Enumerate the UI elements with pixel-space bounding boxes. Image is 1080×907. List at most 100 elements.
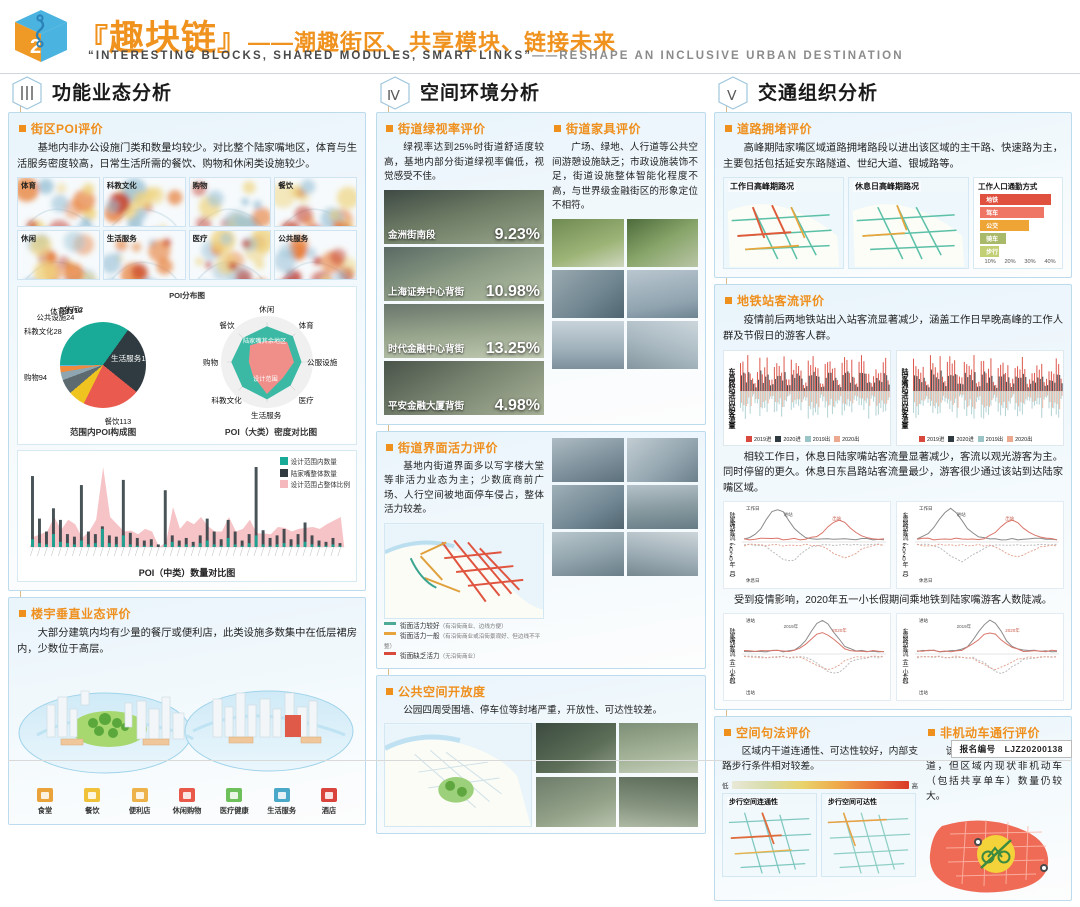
label-weekend-peak: 休息日高峰期路况 [853, 181, 921, 192]
vitality-legend-item: 街面活力较好（有沿街商业、边线方便） [384, 622, 544, 632]
bullet-square-icon [725, 125, 732, 132]
legend-item: 设计范围内数量 [280, 457, 350, 468]
ridership-legend-item: 2020进 [944, 437, 973, 443]
footer-divider [8, 760, 1072, 761]
svg-text:2020年: 2020年 [1005, 627, 1020, 634]
header-divider [0, 73, 1080, 74]
panel-metro-ridership: 地铁站客流评价 疫情前后两地铁站出入站客流显著减少，涵盖工作日早晚高峰的工作人群… [714, 284, 1072, 710]
title-en-tail: ——RESHAPE AN INCLUSIVE URBAN DESTINATION [532, 50, 904, 62]
pie-slice-label: 购物94 [24, 372, 47, 383]
photo-street-view-1 [552, 438, 624, 482]
gradient-high-label: 高 [912, 780, 919, 790]
green-view-rate: 4.98% [495, 397, 540, 415]
street-name: 平安金融大厦背街 [388, 398, 464, 412]
vitality-legend-item: 街面活力一般（有沿街商业或沿街景观好、但边线不平整） [384, 632, 544, 652]
subhead-poi-label: 街区POI评价 [31, 122, 103, 136]
ridership-legend-item: 2019进 [915, 437, 944, 443]
column-traffic-organization: Ⅴ 交通组织分析 道路拥堵评价 高峰期陆家嘴区域道路拥堵路段以进出该区域的主干路… [714, 78, 1072, 907]
text-metro-body: 疫情前后两地铁站出入站客流显著减少，涵盖工作日早晚高峰的工作人群及节假日的游客人… [723, 313, 1063, 344]
photo-sidewalk [627, 321, 699, 369]
subhead-green-view: 街道绿视率评价 [386, 120, 544, 137]
registration-code: LJZ20200138 [1005, 744, 1063, 754]
heatmap-cell-label: 生活服务 [107, 233, 137, 244]
green-view-rate: 13.25% [486, 340, 540, 358]
heatmap-cell-label: 体育 [21, 180, 36, 191]
radar-axis-label: 购物 [203, 357, 218, 368]
ridership-legend-item: 2019出 [801, 437, 830, 443]
svg-text:出站: 出站 [919, 689, 928, 696]
pie-slice-label: 餐饮113 [105, 416, 132, 427]
heatmap-cell: 购物 [189, 177, 272, 227]
facility-icon-label: 医疗健康 [212, 806, 256, 816]
openness-photo-grid [536, 723, 698, 827]
svg-text:Ⅳ: Ⅳ [387, 89, 400, 104]
bullet-square-icon [386, 688, 393, 695]
poi-distribution-title: POI分布图 [21, 290, 353, 301]
legend-label: 陆家嘴整体数量 [291, 471, 337, 478]
subhead-vertical: 楼宇垂直业态评价 [19, 605, 357, 622]
svg-text:Ⅴ: Ⅴ [727, 89, 737, 104]
street-name: 时代金融中心背街 [388, 341, 464, 355]
section-header-spatial: Ⅳ 空间环境分析 [376, 78, 706, 108]
subhead-nonmotor: 非机动车通行评价 [928, 724, 1062, 741]
subhead-congestion-label: 道路拥堵评价 [737, 122, 812, 136]
street-name: 上海证券中心背街 [388, 284, 464, 298]
ylabel-lujiazui: 陆家嘴站进出站客流量 [897, 351, 911, 445]
panel-poi-evaluation: 街区POI评价 基地内非办公设施门类和数量均较少。对比整个陆家嘴地区，体育与生活… [8, 112, 366, 591]
vitality-legend-note: （无沿街商业） [440, 654, 479, 660]
ridership-legend-item: 2020出 [1003, 437, 1032, 443]
subhead-vitality-label: 街道界面活力评价 [398, 441, 498, 455]
text-congestion-body: 高峰期陆家嘴区域道路拥堵路段以进出该区域的主干路、快速路为主，主要包括包括延安东… [723, 141, 1063, 172]
ylabel-line-dongchang: 东昌路站客流（2020年 月） [898, 502, 911, 588]
leisure-shopping-item: 休闲购物 [165, 785, 209, 816]
street-green-view-photo: 时代金融中心背街 13.25% [384, 304, 544, 358]
radar-axis-label: 体育 [299, 320, 314, 331]
photo-parking-block [536, 777, 616, 827]
subhead-openness-label: 公共空间开放度 [398, 685, 486, 699]
svg-text:进站: 进站 [746, 617, 755, 624]
legend-vitality: 街面活力较好（有沿街商业、边线方便）街面活力一般（有沿街商业或沿街景观好、但边线… [384, 622, 544, 662]
section-title-spatial: 空间环境分析 [420, 78, 540, 105]
subhead-metro: 地铁站客流评价 [725, 292, 1063, 309]
radar-axis-label: 科教文化 [211, 395, 241, 406]
svg-text:进站: 进站 [784, 511, 793, 518]
label-weekday-peak: 工作日高峰期路况 [728, 181, 796, 192]
legend-poi-bar: 设计范围内数量陆家嘴整体数量设计范围占整体比例 [280, 457, 350, 491]
commute-bar-label: 步行 [986, 247, 998, 256]
gradient-scale-bar [732, 781, 909, 789]
subhead-openness: 公共空间开放度 [386, 683, 698, 700]
section-title-traffic: 交通组织分析 [758, 78, 878, 105]
radar-axis-label: 医疗 [299, 395, 314, 406]
map-nonmotor-density [926, 810, 1062, 894]
commute-axis-tick: 40% [1044, 259, 1055, 265]
facility-icon-row: 食堂 餐饮 便利店 休闲购物 医疗健康 [17, 783, 357, 816]
map-weekday-peak: 工作日高峰期路况 [723, 177, 844, 269]
section-header-traffic: Ⅴ 交通组织分析 [714, 78, 1072, 108]
svg-text:进站: 进站 [919, 617, 928, 624]
heatmap-cell-label: 公共服务 [278, 233, 308, 244]
text-metro-note-bottom: 受到疫情影响，2020年五一小长假期间乘地铁到陆家嘴游客人数陡减。 [723, 593, 1063, 609]
ylabel-line-lujiazui: 陆家嘴站客流（2020年 月） [725, 502, 738, 588]
facility-icon-label: 餐饮 [70, 806, 114, 816]
ridership-legend-item: 2019出 [974, 437, 1003, 443]
heatmap-cell: 餐饮 [274, 177, 357, 227]
heatmap-cell: 体育 [17, 177, 100, 227]
massing-3d-diagram [17, 663, 357, 783]
chart-poi-radar: 休闲体育公服设施医疗生活服务科教文化购物餐饮陆家嘴其余地区设计范围 POI（大类… [189, 303, 353, 441]
dining-item: 餐饮 [70, 785, 114, 816]
commute-bar: 骑车 [980, 233, 1006, 244]
commute-bar: 步行 [980, 246, 999, 257]
commute-bars: 地铁驾车公交骑车步行 [976, 194, 1060, 257]
svg-text:出站: 出站 [832, 515, 841, 522]
vitality-legend-label: 街面活力较好 [400, 623, 440, 630]
svg-text:进站: 进站 [957, 511, 966, 518]
subhead-nonmotor-label: 非机动车通行评价 [940, 726, 1040, 740]
medical-health-icon [224, 785, 244, 805]
legend-item: 陆家嘴整体数量 [280, 469, 350, 480]
text-furniture-body: 广场、绿地、人行道等公共空间游憩设施缺乏；市政设施装饰不足，街道设施整体智能化程… [552, 141, 698, 214]
radar-axis-label: 餐饮 [219, 320, 234, 331]
leisure-shopping-icon [177, 785, 197, 805]
svg-text:休息日: 休息日 [746, 577, 760, 584]
